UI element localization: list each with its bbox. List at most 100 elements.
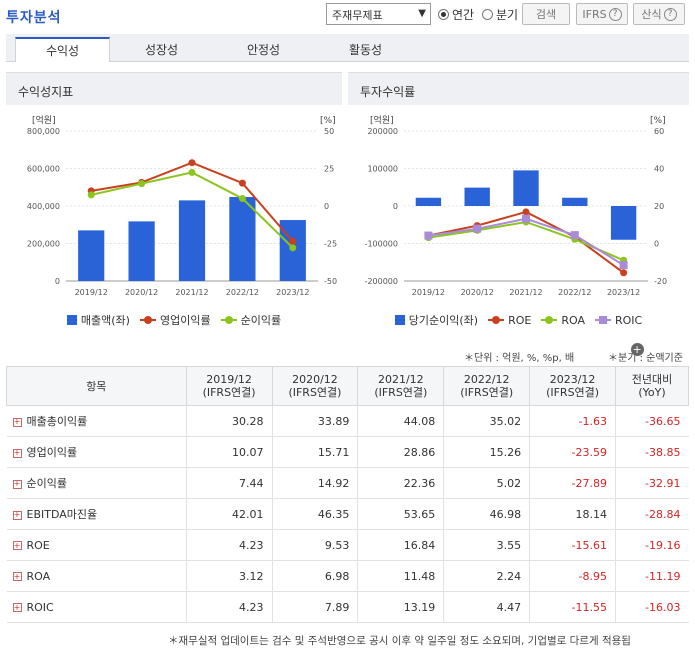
x-tick-label: 2021/12 <box>509 288 542 297</box>
data-point <box>522 208 530 216</box>
y-tick-label: -200000 <box>365 277 398 286</box>
x-tick-label: 2020/12 <box>125 288 158 297</box>
column-header: 항목 <box>6 366 187 406</box>
statement-select[interactable]: 주재무제표 ▼ <box>326 3 431 25</box>
table-cell: -19.16 <box>615 529 689 561</box>
row-label-text: 순이익률 <box>26 477 67 490</box>
legend-item[interactable]: ROE <box>488 312 531 328</box>
column-header: 전년대비 (YoY) <box>615 366 689 406</box>
expand-icon[interactable]: + <box>12 417 22 427</box>
column-header-text: (IFRS연결) <box>202 386 256 399</box>
legend-dot <box>492 316 501 324</box>
tab-profitability[interactable]: 수익성 <box>15 37 110 62</box>
table-cell: 15.71 <box>271 436 358 468</box>
radio-annual[interactable]: 연간 <box>438 6 474 23</box>
row-label[interactable]: + ROA <box>6 560 187 592</box>
radio-quarter[interactable]: 분기 <box>482 6 518 23</box>
expand-icon[interactable]: + <box>12 510 22 520</box>
data-point <box>619 261 628 270</box>
bar <box>562 197 588 206</box>
data-point <box>620 269 628 277</box>
expand-icon[interactable]: + <box>12 479 22 489</box>
top-bar: 투자분석 주재무제표 ▼ 연간 분기 검색 IFRS? 산식? <box>0 0 695 32</box>
tab-growth[interactable]: 성장성 <box>144 43 179 57</box>
data-point <box>188 168 196 176</box>
row-label[interactable]: + ROE <box>6 529 187 561</box>
y-tick-label: 600,000 <box>27 165 60 174</box>
ifrs-button[interactable]: IFRS? <box>576 3 628 25</box>
column-header: 2022/12 (IFRS연결) <box>443 366 531 406</box>
statement-select-value: 주재무제표 <box>332 9 383 22</box>
radio-on-icon <box>438 9 449 20</box>
data-point <box>238 194 246 202</box>
table-cell: -11.55 <box>529 591 616 623</box>
legend-item[interactable]: ROA <box>541 312 585 328</box>
bar <box>464 187 490 206</box>
row-label[interactable]: + EBITDA마진율 <box>6 498 187 530</box>
bar <box>128 221 155 281</box>
expand-icon[interactable]: + <box>12 540 22 550</box>
x-tick-label: 2023/12 <box>607 288 640 297</box>
y2-tick-label: 0 <box>324 202 329 211</box>
expand-icon[interactable]: + <box>12 571 22 581</box>
column-header-text: 2023/12 <box>549 373 596 386</box>
series-line <box>428 220 624 262</box>
table-cell: -23.59 <box>529 436 616 468</box>
unit-notes: ＊단위 : 억원, %, %p, 배 ＊분기 : 순액기준 <box>0 349 689 364</box>
row-label[interactable]: + 영업이익률 <box>6 436 187 468</box>
data-point <box>289 244 297 252</box>
legend-item[interactable]: 순이익률 <box>220 312 281 328</box>
legend-label: ROE <box>508 313 532 327</box>
series-line <box>428 217 625 267</box>
return-chart-panel: 투자수익률 [억원] [%] 200000 60 100000 40 0 20 -100000 0… <box>348 72 689 334</box>
tab-activity[interactable]: 활동성 <box>348 43 383 57</box>
help-icon: ? <box>608 7 622 21</box>
column-header-text: (IFRS연결) <box>288 386 342 399</box>
column-header-text: 전년대비 <box>631 373 673 386</box>
table-header-row: 항목 2019/12 (IFRS연결) 2020/12 (IFRS연결) 2021/12(… <box>6 343 689 406</box>
search-button[interactable]: 검색 <box>522 3 570 25</box>
table-cell: 53.65 <box>357 498 444 530</box>
table-cell: 11.48 <box>357 560 444 592</box>
ifrs-label: IFRS <box>582 7 607 21</box>
y2-tick-label: 60 <box>654 127 664 136</box>
legend-dot <box>224 316 233 324</box>
row-label[interactable]: + ROIC <box>6 591 187 623</box>
row-label-text: 매출총이익률 <box>26 415 88 428</box>
column-header: +2023/12 (IFRS연결) <box>529 343 644 406</box>
column-header: 2019/12 (IFRS연결) <box>185 366 273 406</box>
y-tick-label: 0 <box>393 202 398 211</box>
table-cell: 4.23 <box>185 529 273 561</box>
y-tick-label: 400,000 <box>27 202 60 211</box>
y-tick-label: 100000 <box>367 165 398 174</box>
y-tick-label: 200,000 <box>27 240 60 249</box>
y2-tick-label: 0 <box>654 240 659 249</box>
radio-quarter-label: 분기 <box>496 8 519 22</box>
row-label[interactable]: + 매출총이익률 <box>6 405 187 437</box>
bar <box>415 197 442 206</box>
table-row: + 매출총이익률 30.28 33.89 44.08 35.02 -1.63 -36.65 <box>6 405 689 437</box>
y-tick-label: 200000 <box>367 127 398 136</box>
add-column-icon[interactable]: + <box>630 343 644 356</box>
data-point <box>238 179 246 187</box>
y-axis-unit: [억원] <box>370 114 394 126</box>
table-cell: -1.63 <box>529 405 616 437</box>
table-cell: 30.28 <box>185 405 273 437</box>
table-cell: 4.23 <box>185 591 273 623</box>
legend-item[interactable]: 영업이익률 <box>139 312 211 328</box>
legend-item[interactable]: ROIC <box>594 312 642 328</box>
tab-stability[interactable]: 안정성 <box>246 43 281 57</box>
profitability-chart: [억원] [%] 800,000 50 600,000 25 400,000 0 200,000… <box>27 114 337 297</box>
formula-button[interactable]: 산식? <box>633 3 685 25</box>
row-label[interactable]: + 순이익률 <box>6 467 187 499</box>
column-header-text: (IFRS연결) <box>460 386 514 399</box>
table-row: + 순이익률 7.44 14.92 22.36 5.02 -27.89 -32.91 <box>6 467 689 499</box>
x-tick-label: 2022/12 <box>226 288 259 297</box>
expand-icon[interactable]: + <box>12 602 22 612</box>
expand-icon[interactable]: + <box>12 448 22 458</box>
table-cell: 3.55 <box>443 529 530 561</box>
row-label-text: ROIC <box>26 600 54 614</box>
legend-item[interactable]: 당기순이익(좌) <box>394 312 478 328</box>
legend-item[interactable]: 매출액(좌) <box>66 312 130 328</box>
table-cell: 33.89 <box>271 405 358 437</box>
